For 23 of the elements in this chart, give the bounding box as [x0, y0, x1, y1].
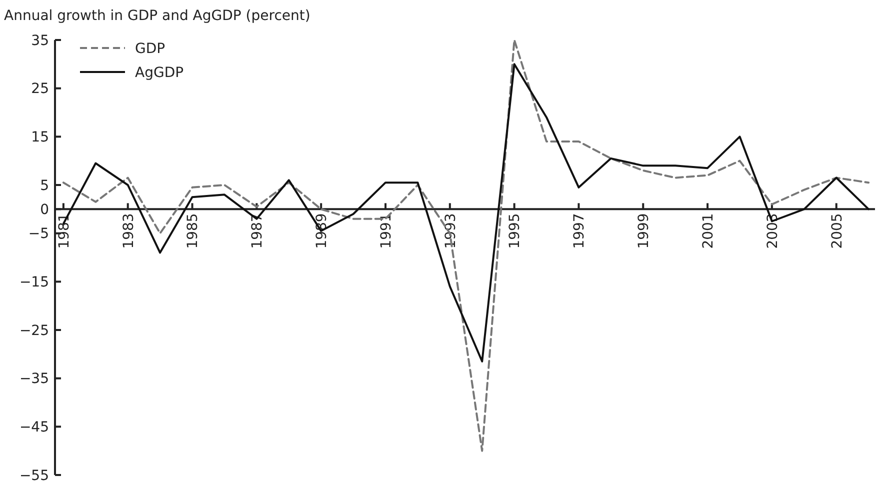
x-tick-label: 1997	[572, 213, 588, 249]
x-tick-label: 1991	[378, 213, 394, 249]
y-tick-label: −15	[19, 274, 49, 291]
x-tick-label: 2005	[829, 213, 846, 249]
y-tick-label: −25	[19, 322, 49, 339]
x-tick-label: 1999	[636, 213, 652, 249]
y-tick-label: 15	[31, 130, 49, 146]
x-tick-label: 1995	[507, 213, 524, 249]
y-tick-label: −55	[19, 468, 49, 484]
y-tick-label: −45	[19, 420, 49, 436]
y-tick-label: −35	[19, 371, 49, 388]
x-tick-label: 2001	[700, 213, 716, 249]
y-tick-label: −5	[28, 226, 49, 242]
x-tick-label: 1985	[185, 213, 202, 249]
x-tick-label: 1983	[120, 213, 137, 249]
y-tick-label: 5	[40, 178, 49, 194]
chart-title: Annual growth in GDP and AgGDP (percent)	[4, 8, 310, 24]
y-tick-label: 25	[31, 81, 49, 98]
x-tick-label: 2003	[764, 213, 781, 249]
legend-label: AgGDP	[135, 64, 184, 81]
legend-label: GDP	[135, 40, 166, 57]
y-tick-label: 0	[40, 202, 49, 218]
y-tick-label: 35	[31, 32, 49, 49]
